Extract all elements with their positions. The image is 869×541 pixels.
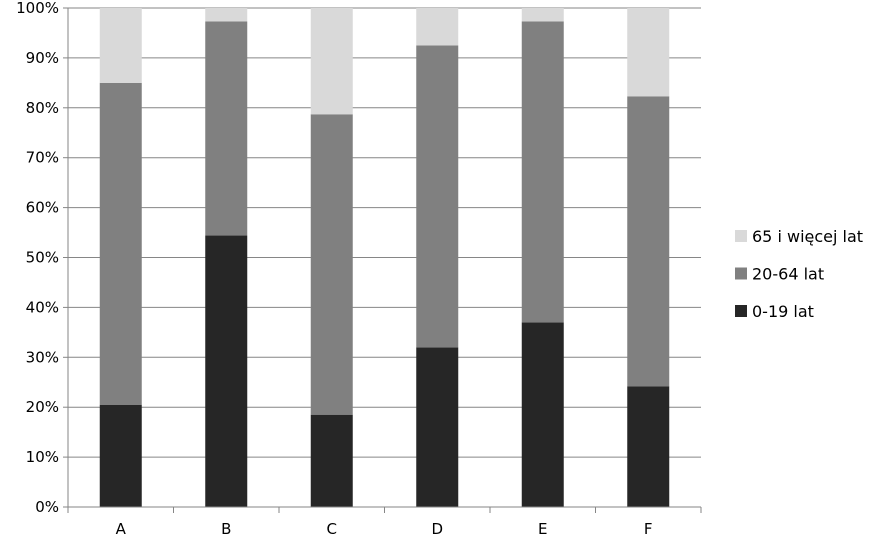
- x-tick-label: E: [538, 520, 547, 538]
- y-axis-tick-labels: 0% 10% 20% 30% 40% 50% 60% 70% 80% 90% 100%: [16, 0, 59, 516]
- bar-segment-A-0-19-lat: [100, 405, 142, 507]
- y-tick-label: 90%: [26, 49, 59, 67]
- x-tick-label: B: [221, 520, 231, 538]
- x-tick-label: F: [644, 520, 653, 538]
- y-tick-label: 100%: [16, 0, 59, 17]
- y-tick-label: 80%: [26, 99, 59, 117]
- bar-segment-D-20-64-lat: [416, 45, 458, 347]
- y-tick-label: 50%: [26, 249, 59, 267]
- bar-segment-C-65-i-więcej-lat: [311, 8, 353, 114]
- y-tick-label: 20%: [26, 398, 59, 416]
- y-tick-label: 0%: [35, 498, 59, 516]
- y-tick-label: 70%: [26, 149, 59, 167]
- gridlines: [68, 8, 701, 457]
- legend-label: 20-64 lat: [752, 265, 824, 284]
- bar-segment-D-0-19-lat: [416, 347, 458, 507]
- legend-swatch: [735, 268, 747, 280]
- bar-segment-C-20-64-lat: [311, 114, 353, 414]
- bar-segment-B-0-19-lat: [205, 236, 247, 507]
- x-tick-label: A: [116, 520, 127, 538]
- bar-segment-C-0-19-lat: [311, 415, 353, 507]
- bar-segment-E-65-i-więcej-lat: [522, 8, 564, 21]
- bar-segment-F-20-64-lat: [627, 96, 669, 386]
- bar-segment-D-65-i-więcej-lat: [416, 8, 458, 45]
- y-tick-label: 60%: [26, 199, 59, 217]
- x-tick-label: D: [431, 520, 443, 538]
- axes: [63, 8, 701, 513]
- bar-segment-F-0-19-lat: [627, 386, 669, 507]
- bar-segment-F-65-i-więcej-lat: [627, 8, 669, 96]
- bar-segment-E-0-19-lat: [522, 322, 564, 507]
- legend-label: 0-19 lat: [752, 302, 814, 321]
- legend: 65 i więcej lat 20-64 lat 0-19 lat: [735, 227, 863, 321]
- y-tick-label: 30%: [26, 348, 59, 366]
- y-tick-label: 10%: [26, 448, 59, 466]
- bar-segment-A-65-i-więcej-lat: [100, 8, 142, 83]
- legend-swatch: [735, 305, 747, 317]
- y-tick-label: 40%: [26, 298, 59, 316]
- bar-segment-A-20-64-lat: [100, 83, 142, 405]
- legend-label: 65 i więcej lat: [752, 227, 863, 246]
- legend-swatch: [735, 230, 747, 242]
- bar-segment-B-20-64-lat: [205, 21, 247, 235]
- x-tick-label: C: [327, 520, 337, 538]
- x-axis-tick-labels: A B C D E F: [116, 520, 653, 538]
- bar-segment-B-65-i-więcej-lat: [205, 8, 247, 21]
- bar-segment-E-20-64-lat: [522, 21, 564, 322]
